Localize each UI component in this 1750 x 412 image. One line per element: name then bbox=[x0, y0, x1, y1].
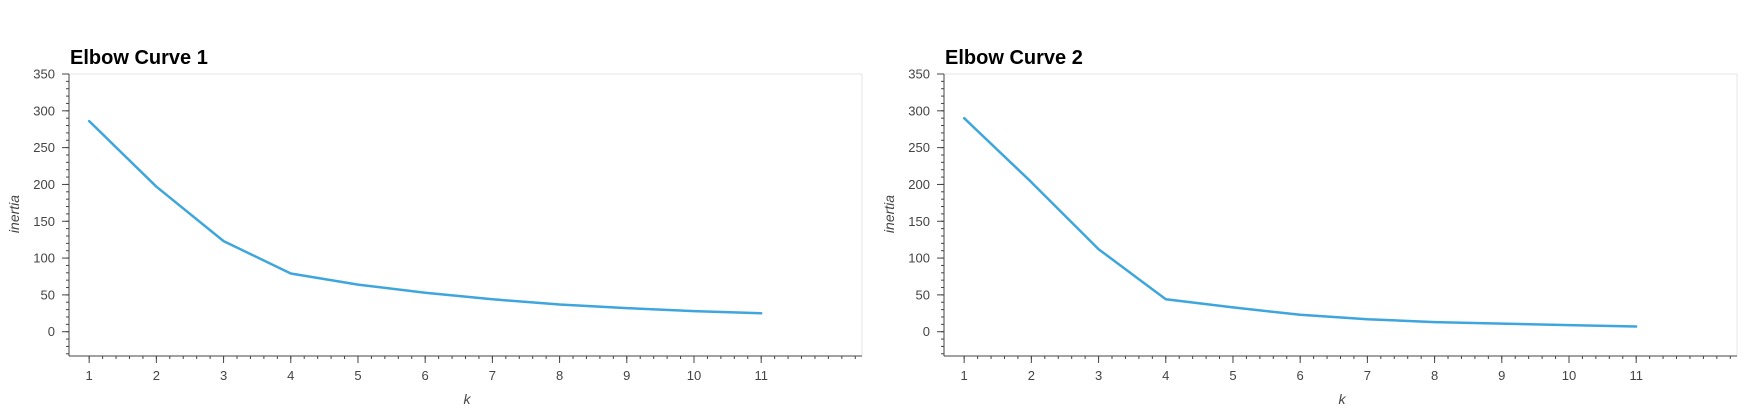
x-tick-label: 11 bbox=[1629, 368, 1643, 383]
y-tick-label: 250 bbox=[908, 140, 930, 155]
x-tick-label: 7 bbox=[489, 368, 496, 383]
y-tick-label: 150 bbox=[908, 214, 930, 229]
x-tick-label: 3 bbox=[220, 368, 227, 383]
series-line bbox=[962, 116, 1638, 328]
x-tick-label: 5 bbox=[1229, 368, 1236, 383]
x-tick-label: 9 bbox=[1498, 368, 1505, 383]
x-tick-label: 5 bbox=[354, 368, 361, 383]
y-tick-label: 350 bbox=[908, 67, 930, 82]
x-tick-label: 3 bbox=[1095, 368, 1102, 383]
y-tick-label: 250 bbox=[33, 140, 55, 155]
x-tick-label: 10 bbox=[687, 368, 701, 383]
y-axis-label: inertia bbox=[881, 195, 897, 233]
y-tick-label: 200 bbox=[908, 177, 930, 192]
x-tick-label: 11 bbox=[754, 368, 768, 383]
x-tick-label: 8 bbox=[556, 368, 563, 383]
elbow-chart-1: Elbow Curve 1 k inertia 0 50 100 150 200 250 3… bbox=[6, 47, 863, 407]
y-tick-label: 150 bbox=[33, 214, 55, 229]
x-tick-label: 4 bbox=[287, 368, 294, 383]
x-tick-label: 2 bbox=[1028, 368, 1035, 383]
x-tick-label: 7 bbox=[1364, 368, 1371, 383]
x-tick-label: 10 bbox=[1562, 368, 1576, 383]
y-tick-label: 100 bbox=[33, 251, 55, 266]
series-line bbox=[87, 119, 763, 315]
y-tick-label: 300 bbox=[908, 103, 930, 118]
y-tick-label: 350 bbox=[33, 67, 55, 82]
y-axis-label: inertia bbox=[6, 195, 22, 233]
y-tick-label: 300 bbox=[33, 103, 55, 118]
x-tick-label: 2 bbox=[153, 368, 160, 383]
y-tick-label: 0 bbox=[48, 324, 55, 339]
elbow-chart-2: Elbow Curve 2 k inertia 0 50 100 150 200 250 3… bbox=[881, 47, 1738, 407]
x-tick-label: 1 bbox=[961, 368, 968, 383]
x-axis-label: k bbox=[1339, 391, 1347, 407]
x-tick-label: 6 bbox=[1297, 368, 1304, 383]
x-tick-label: 1 bbox=[86, 368, 93, 383]
y-tick-label: 200 bbox=[33, 177, 55, 192]
y-tick-label: 50 bbox=[916, 287, 930, 302]
y-tick-label: 100 bbox=[908, 251, 930, 266]
x-tick-label: 4 bbox=[1162, 368, 1169, 383]
x-tick-label: 6 bbox=[422, 368, 429, 383]
chart-title: Elbow Curve 2 bbox=[945, 47, 1083, 69]
x-tick-label: 8 bbox=[1431, 368, 1438, 383]
chart-title: Elbow Curve 1 bbox=[70, 47, 208, 69]
y-tick-label: 0 bbox=[923, 324, 930, 339]
y-tick-label: 50 bbox=[41, 287, 55, 302]
x-axis-label: k bbox=[464, 391, 472, 407]
x-tick-label: 9 bbox=[623, 368, 630, 383]
